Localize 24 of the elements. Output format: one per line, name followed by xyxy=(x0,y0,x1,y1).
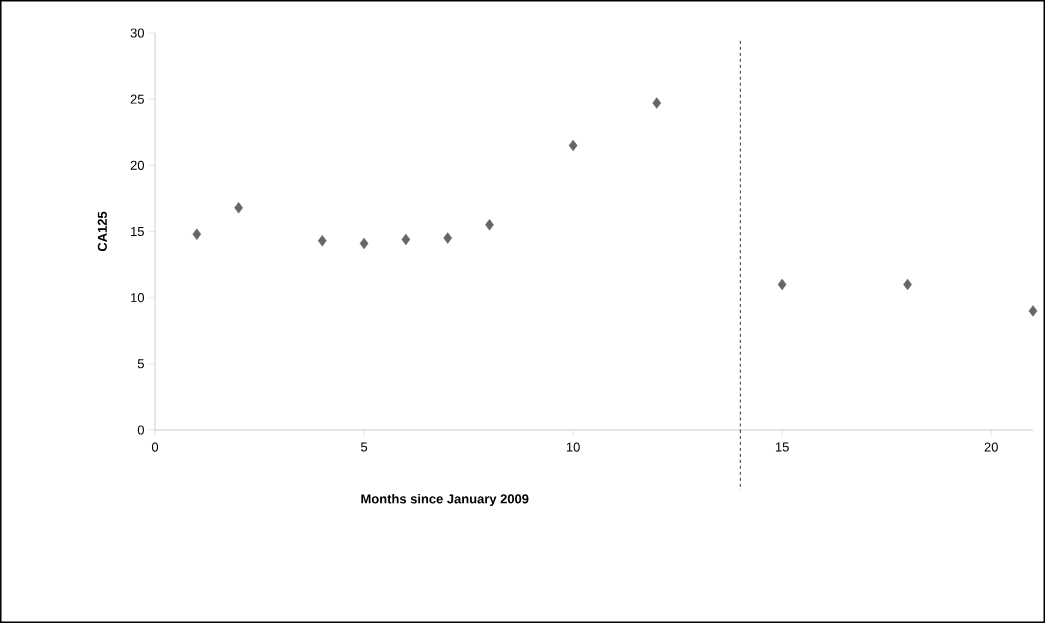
x-tick-label: 0 xyxy=(151,442,159,452)
point xyxy=(317,235,327,247)
x-tick-label: 5 xyxy=(360,442,368,452)
y-tick-label: 0 xyxy=(137,425,144,435)
y-tick-label: 30 xyxy=(130,28,144,38)
point xyxy=(652,97,662,109)
point xyxy=(401,233,411,246)
x-tick-label: 20 xyxy=(984,442,998,452)
y-tick-label: 20 xyxy=(130,160,144,170)
point xyxy=(777,278,787,291)
point xyxy=(192,228,202,240)
y-tick-label: 10 xyxy=(131,293,144,303)
y-tick-label: 25 xyxy=(130,94,144,104)
point xyxy=(359,237,369,250)
point xyxy=(485,219,494,231)
point xyxy=(568,139,578,152)
point xyxy=(443,232,452,244)
x-tick-label: 15 xyxy=(775,442,789,452)
y-tick-label: 15 xyxy=(131,226,144,236)
y-axis-title: CA125 xyxy=(97,211,107,252)
y-tick-label: 5 xyxy=(137,359,144,369)
point xyxy=(1028,305,1038,317)
x-axis-title: Months since January 2009 xyxy=(361,493,529,507)
x-tick-label: 10 xyxy=(566,442,580,452)
